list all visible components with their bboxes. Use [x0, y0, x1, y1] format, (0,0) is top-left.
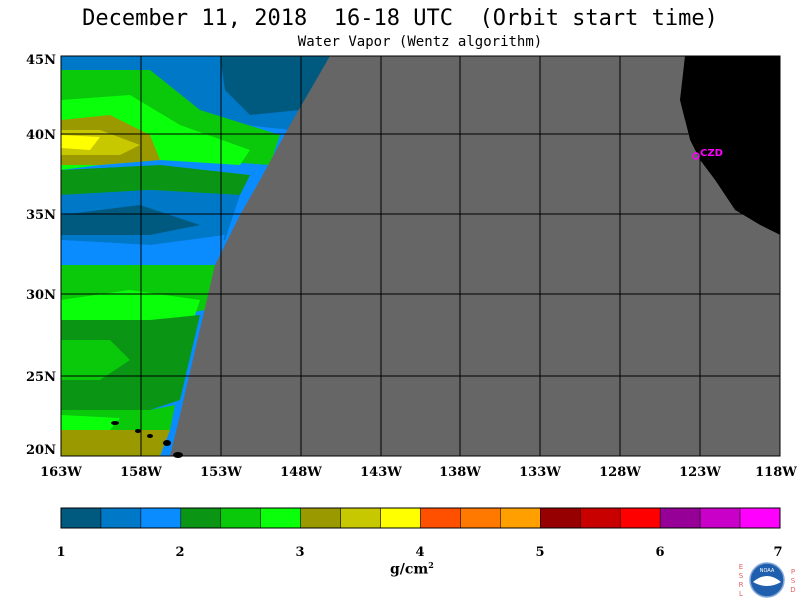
colorbar-frame [60, 507, 781, 529]
colorbar-swatch [659, 507, 701, 529]
colorbar-swatch [540, 507, 581, 529]
lon-label: 158W [120, 465, 162, 480]
lon-label: 143W [360, 465, 402, 480]
colorbar-swatch [580, 507, 621, 529]
lat-label: 35N [26, 208, 56, 223]
colorbar-swatch [340, 507, 381, 529]
colorbar-swatch [60, 507, 102, 529]
colorbar-swatch [100, 507, 142, 529]
logo-letter: S [739, 572, 744, 580]
colorbar-tick: 2 [175, 545, 184, 560]
lon-label: 123W [679, 465, 721, 480]
lon-label: 133W [519, 465, 561, 480]
lat-label: 25N [26, 370, 56, 385]
map-frame [60, 55, 781, 457]
lat-label: 20N [26, 443, 56, 458]
lat-label: 45N [26, 53, 56, 68]
logo-letter: S [791, 577, 796, 585]
colorbar-swatch [220, 507, 261, 529]
lon-label: 138W [439, 465, 481, 480]
colorbar-swatch [260, 507, 301, 529]
logo-letter: P [791, 568, 795, 576]
logo-letter: D [790, 586, 795, 594]
unit-exponent: 2 [428, 560, 434, 570]
lon-label: 148W [280, 465, 322, 480]
logo-center-text: NOAA [760, 568, 775, 574]
colorbar-swatch [739, 507, 781, 529]
map-title: December 11, 2018 16-18 UTC (Orbit start… [82, 6, 718, 31]
unit-base: g/cm [390, 561, 429, 578]
offshore-nodata [680, 56, 780, 456]
station-label: CZD [700, 148, 723, 159]
colorbar-tick: 4 [415, 545, 424, 560]
logo-letter: E [739, 563, 743, 571]
colorbar-swatch [140, 507, 182, 529]
land-california [680, 56, 780, 235]
colorbar-swatch [300, 507, 341, 529]
no-data-area [170, 56, 685, 456]
lon-label: 118W [755, 465, 797, 480]
lat-labels: 45N 40N 35N 30N 25N 20N [26, 53, 56, 458]
colorbar-swatch [460, 507, 501, 529]
colorbar-tick: 7 [773, 545, 782, 560]
colorbar-swatch [699, 507, 741, 529]
colorbar-swatch [619, 507, 661, 529]
lon-labels: 163W 158W 153W 148W 143W 138W 133W 128W … [40, 465, 797, 480]
colorbar-tick: 6 [655, 545, 664, 560]
map-subtitle: Water Vapor (Wentz algorithm) [297, 34, 543, 50]
noaa-esrl-logo: E S R L P S D NOAA [739, 562, 796, 598]
lat-label: 40N [26, 128, 56, 143]
colorbar-swatch [420, 507, 461, 529]
lon-label: 153W [200, 465, 242, 480]
colorbar-unit: g/cm2 [390, 560, 434, 578]
station-marker: CZD [692, 148, 723, 160]
logo-letter: L [739, 590, 743, 598]
colorbar-swatch [180, 507, 222, 529]
colorbar [60, 507, 781, 529]
logo-letter: R [739, 581, 744, 589]
colorbar-swatch [380, 507, 421, 529]
colorbar-tick: 1 [56, 545, 65, 560]
colorbar-tick: 3 [295, 545, 304, 560]
colorbar-swatch [500, 507, 541, 529]
colorbar-ticks: 1 2 3 4 5 6 7 [56, 545, 782, 560]
colorbar-tick: 5 [535, 545, 544, 560]
lon-label: 163W [40, 465, 82, 480]
lon-label: 128W [599, 465, 641, 480]
lat-label: 30N [26, 288, 56, 303]
graticule [61, 56, 780, 456]
